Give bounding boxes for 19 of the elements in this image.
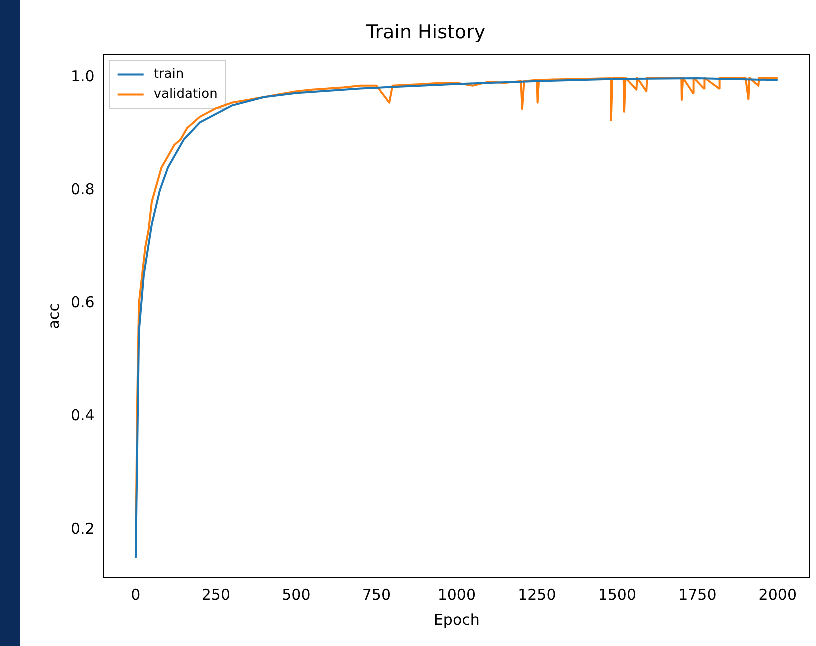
y-tick-label: 1.0 (70, 67, 95, 86)
x-tick-label: 1250 (518, 586, 556, 604)
x-tick-label: 750 (362, 586, 392, 604)
x-tick-label: 500 (282, 586, 311, 604)
x-tick-label: 250 (202, 586, 231, 604)
x-tick-label: 1500 (598, 586, 637, 604)
x-axis-title: Epoch (434, 610, 480, 629)
x-tick-label: 0 (131, 586, 141, 604)
x-tick-label: 1000 (438, 586, 476, 604)
x-tick-label: 2000 (758, 586, 797, 604)
y-tick-label: 0.8 (70, 180, 95, 198)
legend-label: validation (154, 87, 218, 102)
x-tick-label: 1750 (678, 586, 717, 604)
y-tick-label: 0.4 (70, 406, 95, 425)
chart-title: Train History (365, 21, 486, 44)
legend-label: train (154, 67, 184, 82)
y-tick-label: 0.6 (70, 294, 95, 312)
y-tick-label: 0.2 (70, 520, 95, 538)
y-axis-title: acc (44, 304, 63, 330)
